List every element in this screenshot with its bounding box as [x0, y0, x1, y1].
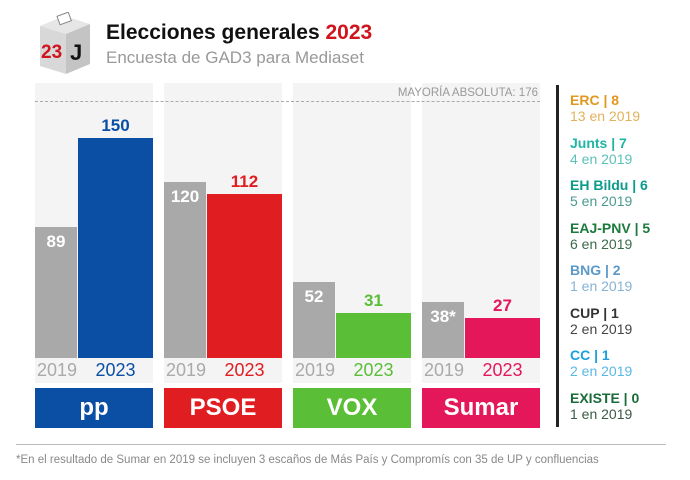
value-label-2019: 89	[46, 232, 66, 252]
year-label-2023: 2023	[95, 360, 136, 380]
value-label-2023: 27	[493, 296, 512, 316]
bar-2019-sumar	[422, 302, 464, 358]
page-subtitle: Encuesta de GAD3 para Mediaset	[106, 48, 364, 67]
value-label-2023: 31	[364, 290, 383, 310]
value-label-2023: 112	[230, 171, 259, 191]
bar-2023-sumar	[465, 318, 540, 358]
other-party-prev: 5 en 2019	[570, 193, 633, 209]
other-party-prev: 1 en 2019	[570, 278, 633, 294]
other-party-item: ERC | 8 13 en 2019	[570, 92, 640, 124]
other-party-prev: 13 en 2019	[570, 108, 641, 124]
party-logo-sumar: Sumar	[422, 388, 540, 428]
svg-text:23: 23	[41, 42, 62, 63]
bar-2019-vox	[293, 281, 335, 358]
other-party-prev: 2 en 2019	[570, 320, 633, 337]
bar-2023-pp	[78, 138, 153, 358]
other-party-seats: ERC | 8	[570, 92, 620, 108]
value-label-2023: 150	[101, 116, 130, 135]
footnote: *En el resultado de Sumar en 2019 se inc…	[16, 454, 599, 466]
other-party-seats: Junts | 7	[570, 134, 627, 151]
svg-text:J: J	[70, 40, 82, 65]
page-title: Elecciones generales 2023	[106, 21, 373, 44]
bar-2019-psoe	[164, 182, 206, 358]
bar-2019-pp	[35, 227, 77, 358]
value-label-2019: 52	[304, 286, 324, 306]
year-label-2023: 2023	[224, 360, 265, 380]
year-label-2019: 2019	[294, 360, 336, 380]
year-label-2019: 2019	[36, 360, 78, 380]
value-label-2019: 38*	[430, 307, 456, 327]
value-label-2019: 120	[170, 187, 200, 206]
party-logo-vox: VOX	[293, 388, 411, 428]
party-logo-psoe: PSOE	[164, 388, 282, 428]
other-party-seats: EAJ-PNV | 5	[570, 219, 651, 236]
bar-2023-vox	[336, 312, 411, 358]
party-logo-pp: pp	[35, 388, 153, 428]
other-party-prev: 6 en 2019	[570, 235, 633, 252]
year-label-2019: 2019	[423, 360, 465, 380]
other-party-prev: 4 en 2019	[570, 150, 633, 167]
footer-divider	[16, 444, 666, 445]
other-party-seats: BNG | 2	[570, 262, 621, 278]
year-label-2019: 2019	[165, 360, 207, 380]
other-party-prev: 1 en 2019	[570, 405, 633, 422]
year-label-2023: 2023	[482, 360, 523, 380]
other-party-seats: EH Bildu | 6	[570, 177, 648, 193]
majority-line	[35, 101, 540, 102]
other-party-prev: 2 en 2019	[570, 363, 633, 379]
year-label-2023: 2023	[353, 360, 394, 380]
other-party-seats: CUP | 1	[570, 304, 619, 321]
other-party-seats: CC | 1	[570, 347, 610, 363]
majority-label: MAYORÍA ABSOLUTA: 176	[397, 87, 538, 99]
other-party-seats: EXISTE | 0	[570, 389, 640, 406]
bar-2023-psoe	[207, 193, 282, 358]
ballot-box-logo: 23 J	[40, 12, 90, 74]
divider	[556, 85, 559, 427]
